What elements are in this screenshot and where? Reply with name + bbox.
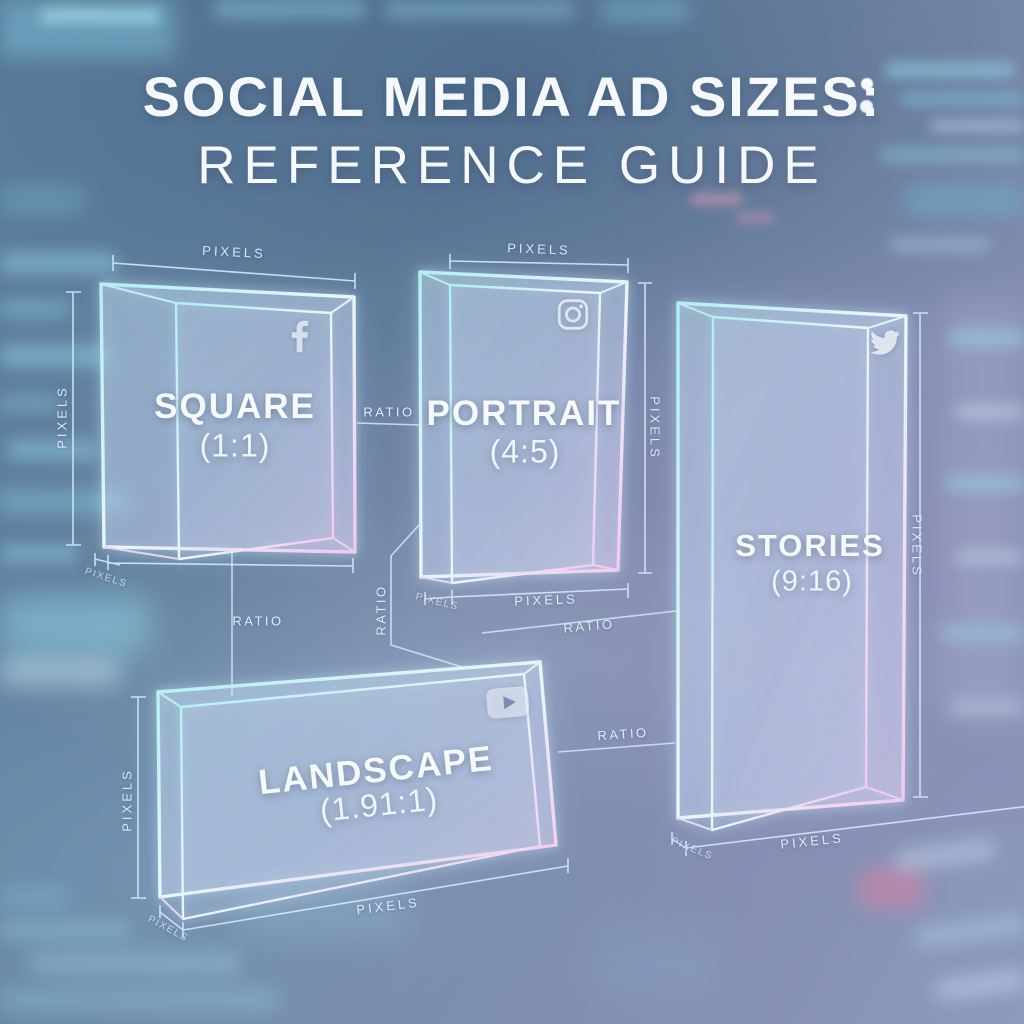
portrait-ratio: (4:5) bbox=[489, 433, 561, 470]
ratio-label-square-landscape: RATIO bbox=[232, 613, 284, 629]
portrait-name: PORTRAIT bbox=[426, 394, 622, 433]
bg-bullet-dot bbox=[861, 78, 873, 90]
youtube-icon bbox=[484, 685, 531, 726]
stories-ratio: (9:16) bbox=[771, 565, 853, 598]
portrait-bottom-pixels-label: PIXELS bbox=[513, 591, 579, 609]
square-name: SQUARE bbox=[154, 387, 316, 426]
square-height-pixels-label: PIXELS bbox=[54, 385, 70, 449]
dimension-lines bbox=[66, 254, 1024, 938]
ratio-label-portrait-landscape: RATIO bbox=[373, 584, 389, 636]
portrait-width-pixels-label: PIXELS bbox=[506, 240, 572, 258]
landscape-box bbox=[156, 660, 558, 921]
title-line-2: REFERENCE GUIDE bbox=[197, 136, 827, 195]
square-box bbox=[99, 282, 357, 561]
landscape-height-pixels-label: PIXELS bbox=[119, 768, 135, 832]
square-ratio: (1:1) bbox=[199, 427, 271, 464]
instagram-icon bbox=[555, 297, 591, 338]
ratio-connector-lines bbox=[231, 422, 677, 753]
portrait-box bbox=[418, 270, 629, 585]
stories-height-pixels-label: PIXELS bbox=[909, 514, 925, 578]
stories-box bbox=[676, 301, 908, 832]
portrait-height-pixels-label: PIXELS bbox=[647, 396, 663, 460]
page-title: SOCIAL MEDIA AD SIZES: REFERENCE GUIDE bbox=[0, 0, 1024, 196]
facebook-icon bbox=[279, 316, 321, 363]
ratio-label-square-portrait: RATIO bbox=[363, 404, 415, 420]
title-line-1: SOCIAL MEDIA AD SIZES: bbox=[142, 65, 882, 128]
stories-name: STORIES bbox=[735, 528, 885, 563]
twitter-icon bbox=[869, 328, 900, 363]
bg-bullet-dot bbox=[860, 100, 873, 113]
